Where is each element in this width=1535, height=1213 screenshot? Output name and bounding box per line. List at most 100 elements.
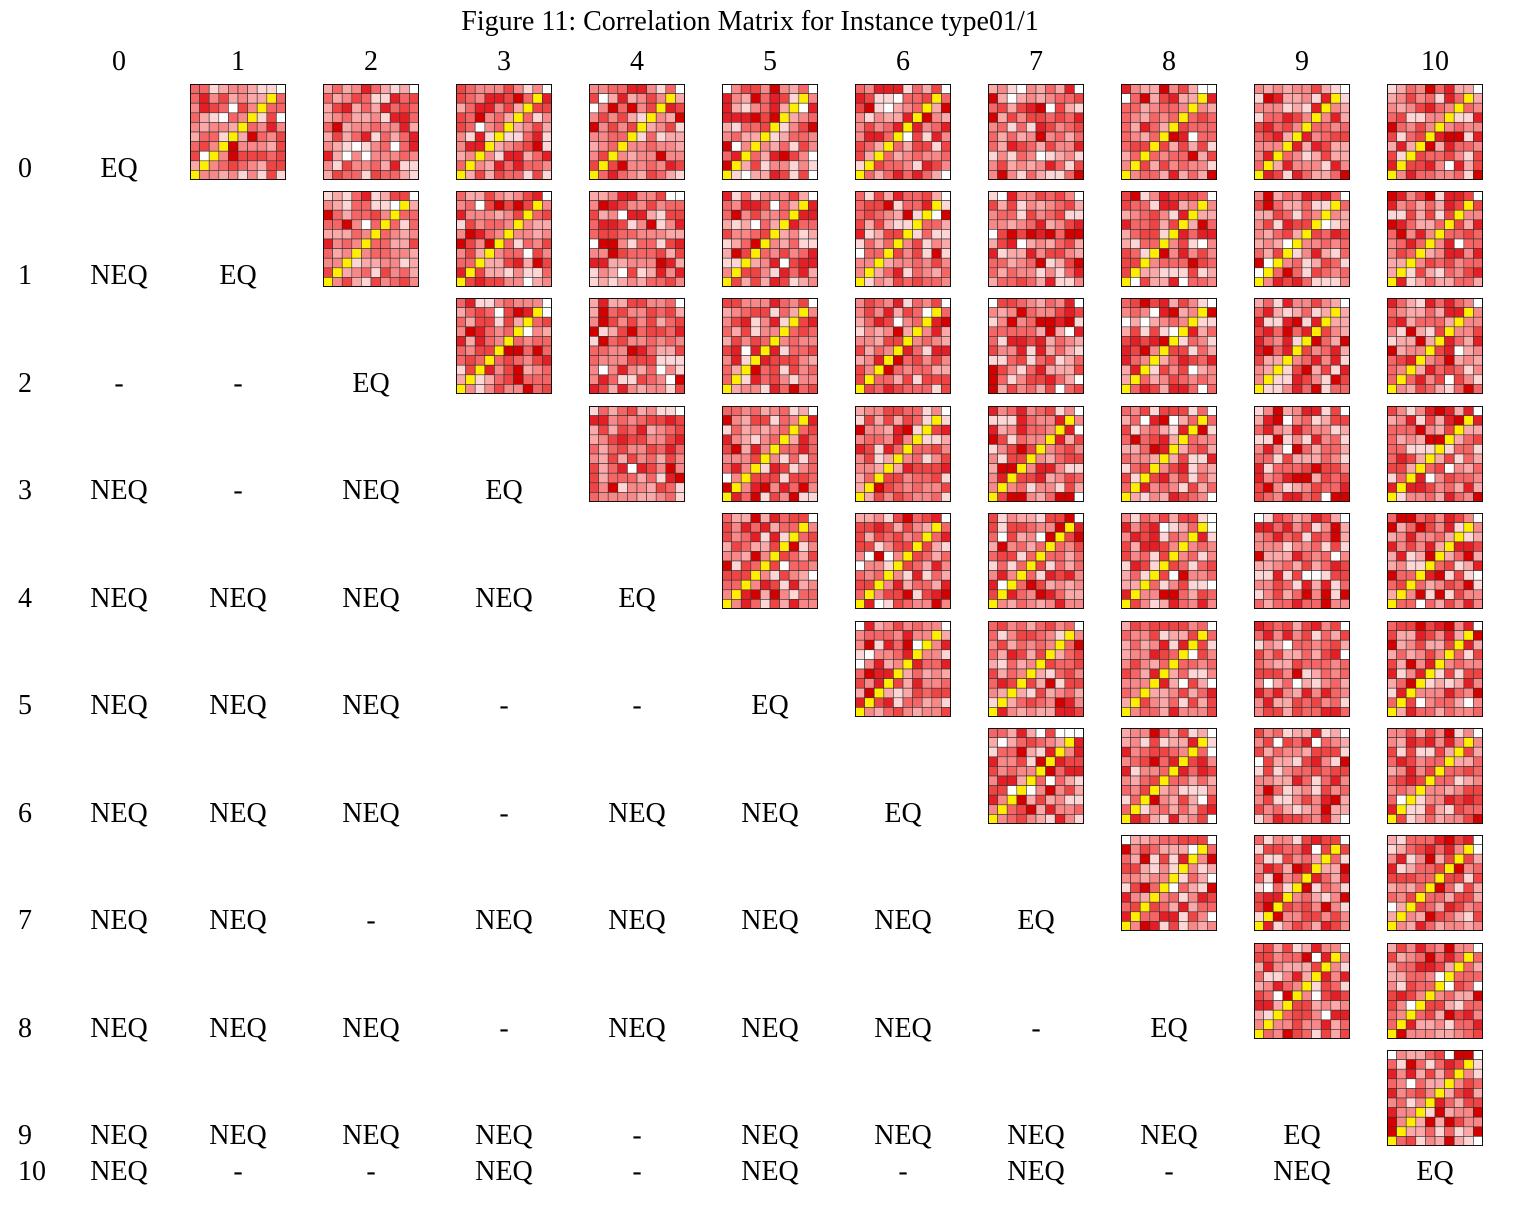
heatmap-cell — [1263, 267, 1274, 278]
heatmap-cell — [542, 248, 552, 259]
heatmap-cell — [1006, 384, 1018, 394]
heatmap-cell — [798, 112, 809, 123]
heatmap-cell — [1026, 570, 1037, 581]
heatmap-cell — [1074, 257, 1084, 269]
heatmap-cell — [655, 131, 667, 142]
heatmap-cell — [1301, 209, 1312, 221]
column-label: 5 — [763, 46, 777, 77]
heatmap-cell — [912, 687, 923, 699]
heatmap-cell — [1434, 141, 1445, 152]
heatmap-cell — [740, 200, 752, 211]
heatmap-cell — [798, 102, 809, 114]
heatmap-cell — [1139, 707, 1151, 717]
heatmap-cell — [902, 355, 913, 366]
heatmap-frame — [456, 84, 552, 180]
heatmap-cell — [380, 277, 391, 287]
heatmap-cell — [931, 112, 942, 123]
heatmap-cell — [1149, 531, 1160, 543]
heatmap-cell — [1006, 728, 1018, 738]
heatmap-cell — [1045, 209, 1056, 221]
heatmap-cell — [921, 463, 933, 474]
heatmap-cell — [893, 492, 904, 502]
heatmap-cell — [1054, 406, 1066, 416]
heatmap-cell — [1473, 492, 1483, 502]
heatmap-cell — [266, 170, 277, 180]
heatmap-cell — [873, 415, 885, 426]
heatmap-cell — [997, 374, 1008, 385]
equivalence-cell: NEQ — [90, 798, 148, 829]
heatmap-cell — [646, 200, 657, 211]
heatmap-cell — [1425, 298, 1436, 308]
heatmap-cell — [893, 122, 904, 133]
heatmap-cell — [484, 345, 495, 356]
heatmap-frame — [456, 191, 552, 287]
heatmap-cell — [361, 200, 372, 211]
heatmap-cell — [1330, 570, 1341, 581]
heatmap-cell — [902, 384, 913, 394]
heatmap-cell — [1415, 406, 1426, 416]
heatmap-cell — [1207, 267, 1217, 278]
heatmap-cell — [760, 570, 771, 581]
heatmap-cell — [1463, 434, 1474, 445]
heatmap-cell — [760, 122, 771, 133]
heatmap-cell — [1159, 513, 1170, 523]
heatmap-cell — [1064, 630, 1075, 641]
heatmap-cell — [883, 424, 894, 436]
heatmap-cell — [409, 93, 419, 104]
heatmap-cell — [465, 170, 476, 180]
heatmap-cell — [1330, 257, 1341, 269]
correlation-heatmap — [589, 191, 685, 287]
heatmap-cell — [1263, 238, 1274, 249]
heatmap-cell — [1064, 668, 1075, 679]
heatmap-cell — [1121, 560, 1131, 571]
heatmap-cell — [808, 248, 818, 259]
heatmap-cell — [1074, 122, 1084, 133]
heatmap-cell — [883, 621, 894, 631]
heatmap-cell — [1263, 794, 1274, 806]
heatmap-cell — [740, 522, 752, 533]
heatmap-cell — [1197, 122, 1208, 133]
heatmap-cell — [276, 170, 286, 180]
heatmap-cell — [389, 93, 401, 104]
heatmap-cell — [1197, 560, 1208, 571]
heatmap-cell — [1130, 579, 1141, 591]
heatmap-cell — [1396, 630, 1407, 641]
heatmap-cell — [361, 84, 372, 94]
heatmap-cell — [1405, 141, 1417, 152]
heatmap-cell — [1254, 170, 1264, 180]
heatmap-cell — [1064, 621, 1075, 631]
heatmap-cell — [769, 191, 780, 201]
heatmap-cell — [1254, 248, 1264, 259]
heatmap-cell — [1035, 112, 1046, 123]
heatmap-cell — [1272, 122, 1284, 133]
heatmap-cell — [1187, 307, 1199, 318]
heatmap-cell — [1301, 364, 1312, 376]
heatmap-cell — [1396, 531, 1407, 543]
heatmap-cell — [941, 122, 951, 133]
heatmap-cell — [760, 307, 771, 318]
heatmap-cell — [598, 122, 609, 133]
heatmap-cell — [617, 472, 628, 484]
heatmap-cell — [1064, 513, 1075, 523]
heatmap-cell — [399, 277, 410, 287]
heatmap-cell — [1453, 131, 1465, 142]
heatmap-cell — [1121, 678, 1131, 689]
heatmap-cell — [655, 112, 667, 123]
heatmap-cell — [1006, 599, 1018, 609]
heatmap-cell — [208, 131, 220, 142]
heatmap-cell — [1035, 639, 1046, 651]
heatmap-cell — [1272, 649, 1284, 660]
heatmap-cell — [1387, 219, 1397, 230]
heatmap-cell — [1444, 112, 1455, 123]
heatmap-cell — [760, 406, 771, 416]
heatmap-cell — [389, 191, 401, 201]
heatmap-cell — [1340, 326, 1350, 337]
heatmap-cell — [1272, 785, 1284, 796]
heatmap-cell — [883, 551, 894, 562]
heatmap-cell — [997, 766, 1008, 777]
heatmap-cell — [1415, 472, 1426, 484]
heatmap-cell — [731, 160, 742, 171]
heatmap-cell — [1054, 678, 1066, 689]
heatmap-cell — [1054, 355, 1066, 366]
row-label: 6 — [18, 798, 32, 829]
